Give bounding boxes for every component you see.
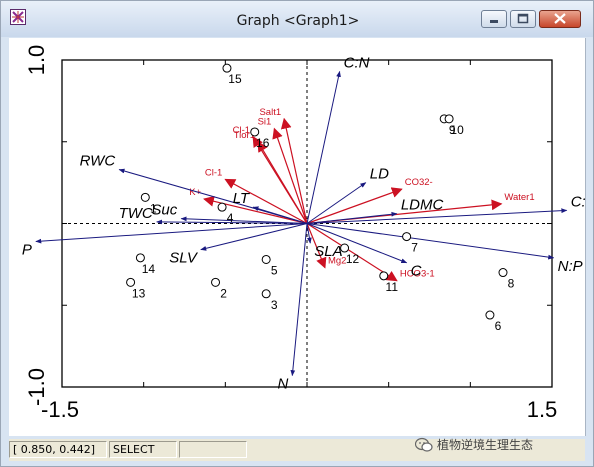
env-arrow	[272, 127, 308, 224]
species-label: TWC	[119, 205, 153, 222]
species-label: LDMC	[401, 197, 444, 214]
env-arrow	[224, 178, 308, 225]
env-label: Cl-1	[233, 125, 250, 136]
species-arrow	[306, 211, 398, 224]
env-arrow	[257, 140, 308, 224]
site-label: 8	[508, 277, 515, 291]
species-label: SLV	[169, 250, 199, 267]
site-label: 2	[220, 286, 227, 300]
site-point	[250, 127, 260, 137]
status-bar: [ 0.850, 0.442] SELECT	[9, 439, 585, 461]
site-label: 16	[256, 136, 270, 150]
site-point	[222, 63, 232, 73]
minimize-icon	[490, 20, 498, 23]
site-label: 7	[411, 241, 418, 255]
coordinate-readout: [ 0.850, 0.442]	[9, 441, 107, 458]
y-tick-label: -1.0	[24, 368, 49, 406]
wechat-icon	[415, 437, 433, 452]
species-arrow	[306, 70, 341, 224]
watermark: 植物逆境生理生态	[415, 433, 534, 457]
species-arrow	[156, 219, 308, 225]
species-arrow	[35, 223, 308, 244]
site-label: 10	[450, 123, 464, 137]
species-label: LT	[233, 190, 251, 207]
site-label: 3	[271, 298, 278, 312]
species-arrow	[180, 216, 308, 224]
env-label: Mg2	[328, 256, 346, 267]
site-label: 11	[386, 280, 399, 294]
species-arrow	[306, 182, 367, 224]
maximize-button[interactable]	[510, 10, 536, 28]
y-tick-label: 1.0	[24, 45, 49, 76]
species-label: SLA	[314, 243, 342, 260]
site-point	[379, 271, 389, 281]
site-point	[211, 277, 221, 287]
site-label: 6	[495, 319, 502, 333]
species-arrow	[306, 223, 555, 260]
window-title: Graph <Graph1>	[236, 13, 360, 29]
site-label: 12	[346, 252, 360, 266]
species-arrow	[200, 223, 308, 251]
site-point	[485, 310, 495, 320]
site-point	[126, 277, 136, 287]
title-bar[interactable]: Graph <Graph1>	[1, 1, 593, 37]
site-label: 5	[271, 263, 278, 277]
site-point	[402, 232, 412, 242]
site-point	[340, 243, 350, 253]
minimize-button[interactable]	[481, 10, 507, 28]
species-arrow	[290, 223, 308, 377]
species-label: N:P	[558, 258, 583, 275]
env-label: CO32-	[405, 177, 433, 188]
site-point	[498, 268, 508, 278]
plot-area[interactable]: -1.5 1.5 1.0 -1.0 Salt1 Cl-1 Si1 Tior1 Cl-1 K+ CO…	[9, 38, 594, 436]
species-label: Suc	[151, 202, 177, 219]
species-label: C	[411, 263, 422, 280]
ordination-biplot[interactable]: -1.5 1.51.0-1.0 Salt1Cl-1Si1Tior1Cl-1K+CO…	[9, 38, 594, 436]
site-point	[444, 114, 454, 124]
species-label: C:N	[344, 54, 370, 71]
species-arrow	[306, 208, 568, 224]
site-point	[140, 192, 150, 202]
site-point	[217, 202, 227, 212]
app-icon[interactable]	[10, 9, 26, 25]
site-point	[261, 254, 271, 264]
species-arrow	[252, 206, 308, 224]
site-label: 14	[142, 262, 156, 276]
env-label: Salt1	[259, 107, 281, 118]
species-arrow	[306, 223, 312, 244]
env-label: HCO3-1	[400, 269, 435, 280]
env-arrow	[306, 222, 398, 282]
maximize-icon	[517, 13, 529, 24]
x-tick-label: -1.5	[41, 397, 79, 422]
species-arrow	[306, 223, 408, 264]
env-label: Tior1	[234, 130, 255, 141]
status-field-empty	[179, 441, 247, 458]
mode-indicator: SELECT	[109, 441, 177, 458]
site-label: 9	[449, 123, 456, 137]
site-label: 1	[150, 201, 157, 215]
close-button[interactable]	[539, 10, 581, 28]
close-icon	[554, 13, 566, 24]
watermark-text: 植物逆境生理生态	[437, 438, 534, 452]
site-point	[261, 289, 271, 299]
env-label: Water1	[504, 192, 534, 203]
species-label: LD	[370, 166, 389, 183]
species-label: P	[22, 241, 32, 258]
site-label: 13	[132, 286, 146, 300]
species-label: N	[277, 376, 288, 393]
env-label: K+	[189, 187, 201, 198]
env-arrow	[306, 223, 327, 269]
env-label: Cl-1	[205, 167, 222, 178]
site-point	[135, 253, 145, 263]
site-label: 4	[227, 211, 234, 225]
env-arrow	[280, 117, 308, 224]
species-label: RWC	[80, 153, 116, 170]
species-label: C:P	[571, 193, 585, 210]
env-arrow	[306, 187, 403, 225]
site-label: 15	[228, 72, 242, 86]
env-label: Si1	[258, 117, 272, 128]
x-tick-label: 1.5	[527, 397, 558, 422]
